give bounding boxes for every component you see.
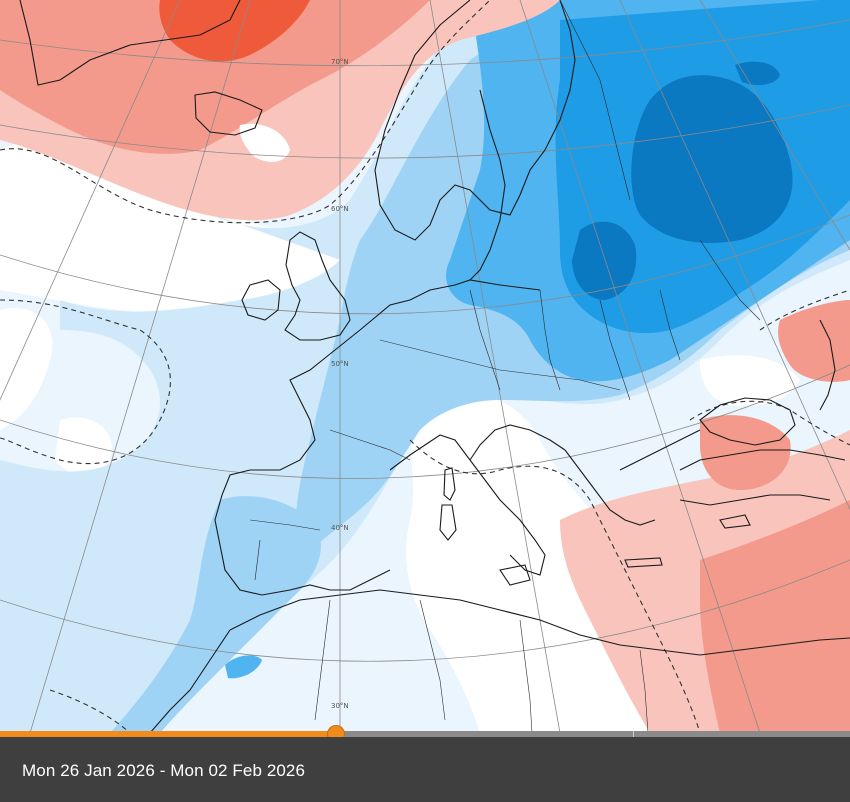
map-canvas: 70°N 60°N 50°N 40°N 30°N [0,0,850,733]
lat-label-70: 70°N [331,58,349,66]
footer-bar: Mon 26 Jan 2026 - Mon 02 Feb 2026 [0,737,850,802]
timeline-progress [0,731,336,737]
warm-core-greenland [159,0,310,62]
lat-label-40: 40°N [331,524,349,532]
timeline-tick [633,731,635,737]
lat-label-60: 60°N [331,205,349,213]
warm-anomaly-north [0,0,430,154]
neutral-patch [55,417,112,475]
cold-core-north [735,61,780,86]
iceland-neutral [239,123,290,162]
neutral-black-sea [700,355,800,407]
lat-label-50: 50°N [331,360,349,368]
cold-core-russia [631,75,793,243]
date-range-label: Mon 26 Jan 2026 - Mon 02 Feb 2026 [22,761,306,780]
temperature-anomaly-map[interactable]: 70°N 60°N 50°N 40°N 30°N [0,0,850,733]
graticule [0,0,850,733]
warm-anomaly-africa [700,500,850,733]
cold-spot-morocco [225,655,262,679]
cold-core-belarus [572,221,637,300]
neutral-zone-north-atlantic [0,140,360,313]
borders [249,0,761,733]
warm-anomaly-caspian [778,300,850,382]
neutral-zone-west [0,308,53,430]
lat-label-30: 30°N [331,702,349,710]
cold-anomaly-iberia [110,496,321,733]
coastlines [19,0,850,733]
